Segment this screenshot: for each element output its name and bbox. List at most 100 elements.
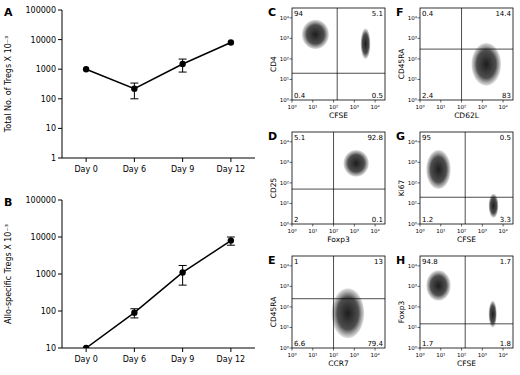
gate-line xyxy=(333,132,334,224)
panel-letter: C xyxy=(268,6,276,19)
y-tick-label: 1000 xyxy=(36,270,56,279)
x-tick xyxy=(375,100,376,103)
y-tick xyxy=(418,17,421,18)
x-axis-label: Foxp3 xyxy=(327,235,350,244)
x-tick-label: 10¹ xyxy=(436,104,445,110)
plot-frame xyxy=(292,256,385,348)
y-tick-label: 10³ xyxy=(280,283,289,289)
x-tick xyxy=(292,224,293,227)
data-point xyxy=(179,61,185,67)
gate-line xyxy=(292,189,385,190)
y-tick-label: 10000 xyxy=(31,36,56,45)
y-tick xyxy=(418,348,421,349)
y-tick-label: 10³ xyxy=(408,35,417,41)
y-tick-label: 100 xyxy=(41,95,56,104)
gate-line xyxy=(465,132,466,224)
x-tick xyxy=(420,348,421,351)
plot-frame xyxy=(420,8,513,100)
x-tick xyxy=(134,158,135,162)
figure: A110100100010000100000Total No. of Tregs… xyxy=(0,0,520,375)
y-tick-label: 10² xyxy=(408,56,417,62)
x-tick xyxy=(375,224,376,227)
quadrant-percent: 5.1 xyxy=(372,10,383,18)
x-tick xyxy=(503,100,504,103)
y-tick xyxy=(418,306,421,307)
y-tick xyxy=(58,39,62,40)
flow-panel: G950.51.23.310⁰10¹10²10³10⁴10⁰10¹10²10³1… xyxy=(396,130,513,244)
x-tick xyxy=(292,100,293,103)
y-axis-label: CD45RA xyxy=(269,296,278,327)
y-tick-label: 1 xyxy=(51,154,56,163)
quadrant-percent: 0.4 xyxy=(422,10,434,18)
x-tick-label: Day 6 xyxy=(123,355,146,364)
plot-frame xyxy=(292,8,385,100)
error-bar xyxy=(227,237,235,245)
panel-letter: H xyxy=(396,254,405,267)
x-tick xyxy=(440,224,441,227)
y-axis-label: Ki67 xyxy=(397,179,406,196)
y-tick-label: 10⁴ xyxy=(408,15,418,21)
quadrant-percent: 1.8 xyxy=(500,340,511,348)
y-tick xyxy=(290,327,293,328)
x-tick xyxy=(354,224,355,227)
x-tick xyxy=(375,348,376,351)
error-bar xyxy=(179,265,187,285)
y-tick-label: 10¹ xyxy=(408,324,417,330)
gate-line xyxy=(461,8,462,100)
line-panel: A110100100010000100000Total No. of Tregs… xyxy=(4,6,255,174)
y-tick-label: 10² xyxy=(408,304,417,310)
y-tick xyxy=(58,200,62,201)
gate-line xyxy=(337,8,338,100)
y-axis-label: Allo-specific Tregs X 10⁻³ xyxy=(4,224,13,324)
y-tick xyxy=(290,38,293,39)
y-tick-label: 10¹ xyxy=(280,200,289,206)
y-tick xyxy=(58,98,62,99)
quadrant-percent: 79.4 xyxy=(367,340,383,348)
y-tick xyxy=(58,348,62,349)
quadrant-percent: 0.5 xyxy=(500,134,511,142)
y-tick xyxy=(290,182,293,183)
gate-line xyxy=(420,49,513,50)
y-tick-label: 10³ xyxy=(408,159,417,165)
data-point xyxy=(83,345,89,348)
x-tick-label: 10¹ xyxy=(308,228,317,234)
x-axis-label: CD62L xyxy=(454,111,480,120)
x-tick-label: 10⁴ xyxy=(370,352,380,358)
y-tick xyxy=(290,348,293,349)
y-tick xyxy=(418,100,421,101)
y-tick-label: 100000 xyxy=(25,196,56,205)
x-tick-label: 10² xyxy=(457,104,466,110)
line-panel: B10100100010000100000Allo-specific Tregs… xyxy=(4,196,255,364)
x-tick xyxy=(333,224,334,227)
plot-data xyxy=(420,256,513,348)
y-tick xyxy=(290,100,293,101)
y-tick-label: 10³ xyxy=(280,159,289,165)
x-axis-label: CFSE xyxy=(457,359,476,368)
x-tick-label: 10⁰ xyxy=(415,228,425,234)
y-tick xyxy=(290,224,293,225)
y-tick-label: 10⁴ xyxy=(408,263,418,269)
x-tick-label: 10⁰ xyxy=(287,228,297,234)
y-tick-label: 10² xyxy=(408,180,417,186)
flow-panel: H94.81.71.71.810⁰10¹10²10³10⁴10⁰10¹10²10… xyxy=(396,254,513,368)
y-tick-label: 10¹ xyxy=(408,76,417,82)
x-tick xyxy=(292,348,293,351)
y-tick xyxy=(290,265,293,266)
quadrant-percent: 83 xyxy=(502,92,511,100)
flow-panel: F0.414.42.48310⁰10¹10²10³10⁴10⁰10¹10²10³… xyxy=(396,6,513,120)
panel-letter: B xyxy=(4,196,12,209)
x-tick xyxy=(312,100,313,103)
x-tick-label: 10² xyxy=(329,352,338,358)
gate-line xyxy=(333,256,334,348)
x-tick xyxy=(440,100,441,103)
y-tick-label: 10⁰ xyxy=(408,345,418,351)
panel-letter: D xyxy=(268,130,277,143)
error-bar xyxy=(130,309,138,318)
x-tick-label: 10² xyxy=(329,104,338,110)
x-tick-label: Day 9 xyxy=(171,165,194,174)
y-tick-label: 10⁴ xyxy=(280,263,290,269)
x-tick-label: 10⁰ xyxy=(287,352,297,358)
y-tick xyxy=(418,141,421,142)
x-tick-label: 10³ xyxy=(478,104,487,110)
x-tick xyxy=(312,224,313,227)
